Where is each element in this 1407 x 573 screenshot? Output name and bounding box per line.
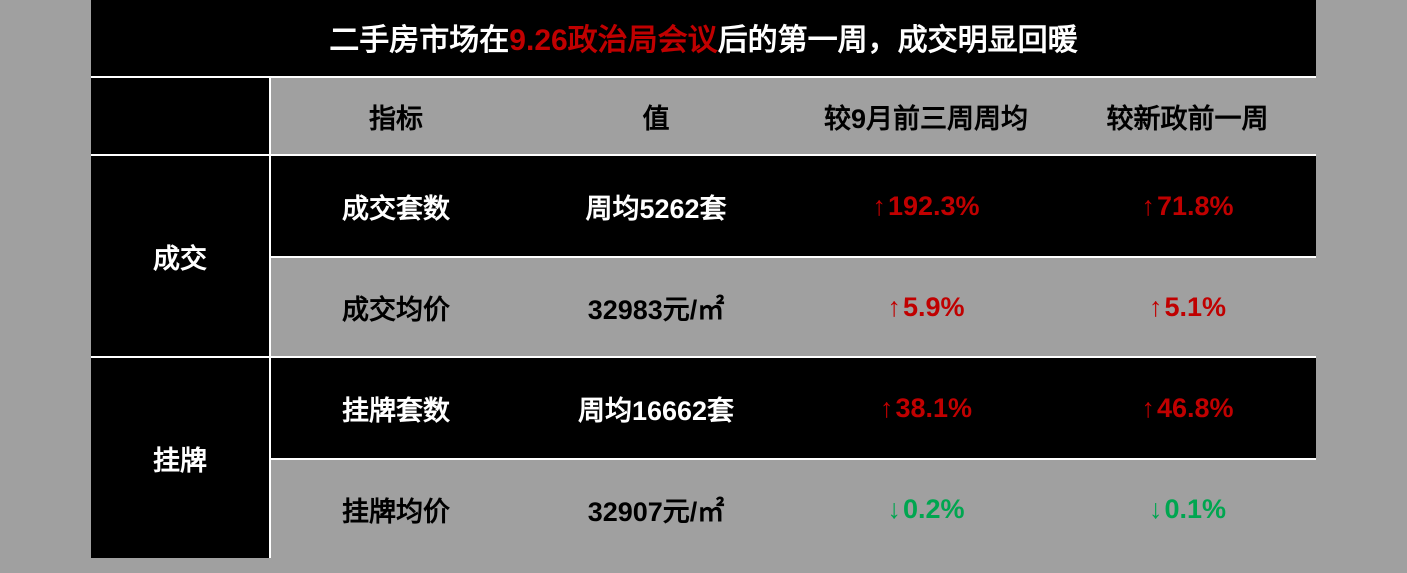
table-container: 二手房市场在 9.26政治局会议 后的第一周，成交明显回暖 指标 值 较9月前三…	[91, 0, 1316, 558]
arrow-down-icon: ↓	[887, 494, 901, 524]
group-body-transaction: 成交套数 周均5262套 ↑192.3% ↑71.8% 成交均价 32983元/…	[271, 156, 1316, 356]
cell-compare2: ↑71.8%	[1061, 191, 1314, 222]
percent-value: 5.1%	[1164, 292, 1226, 322]
title-prefix: 二手房市场在	[329, 15, 509, 59]
cell-value: 周均5262套	[521, 187, 791, 226]
cell-compare2: ↑46.8%	[1061, 393, 1314, 424]
cell-compare1: ↑192.3%	[791, 191, 1061, 222]
percent-value: 0.1%	[1164, 494, 1226, 524]
arrow-up-icon: ↑	[1149, 292, 1163, 322]
percent-value: 38.1%	[895, 393, 972, 423]
cell-compare2: ↑5.1%	[1061, 292, 1314, 323]
title-bar: 二手房市场在 9.26政治局会议 后的第一周，成交明显回暖	[91, 0, 1316, 78]
title-text: 二手房市场在 9.26政治局会议 后的第一周，成交明显回暖	[329, 15, 1077, 59]
arrow-up-icon: ↑	[880, 393, 894, 423]
header-lead-blank	[91, 78, 271, 154]
table-row: 成交均价 32983元/㎡ ↑5.9% ↑5.1%	[271, 256, 1316, 356]
percent-value: 5.9%	[903, 292, 965, 322]
group-listing: 挂牌 挂牌套数 周均16662套 ↑38.1% ↑46.8% 挂牌均价 3290…	[91, 358, 1316, 558]
cell-metric: 成交套数	[271, 187, 521, 226]
cell-metric: 挂牌套数	[271, 389, 521, 428]
arrow-up-icon: ↑	[887, 292, 901, 322]
header-metric: 指标	[271, 97, 521, 136]
table-row: 成交套数 周均5262套 ↑192.3% ↑71.8%	[271, 156, 1316, 256]
cell-compare1: ↑38.1%	[791, 393, 1061, 424]
arrow-down-icon: ↓	[1149, 494, 1163, 524]
group-transaction: 成交 成交套数 周均5262套 ↑192.3% ↑71.8% 成交均价 3298…	[91, 156, 1316, 358]
group-label-listing: 挂牌	[91, 358, 271, 558]
title-suffix: 后的第一周，成交明显回暖	[718, 15, 1078, 59]
arrow-up-icon: ↑	[872, 191, 886, 221]
cell-value: 周均16662套	[521, 389, 791, 428]
header-value: 值	[521, 97, 791, 136]
group-body-listing: 挂牌套数 周均16662套 ↑38.1% ↑46.8% 挂牌均价 32907元/…	[271, 358, 1316, 558]
group-label-transaction: 成交	[91, 156, 271, 356]
percent-value: 0.2%	[903, 494, 965, 524]
table-row: 挂牌套数 周均16662套 ↑38.1% ↑46.8%	[271, 358, 1316, 458]
header-compare1: 较9月前三周周均	[791, 97, 1061, 136]
percent-value: 71.8%	[1157, 191, 1234, 221]
cell-value: 32983元/㎡	[521, 288, 791, 327]
table-row: 挂牌均价 32907元/㎡ ↓0.2% ↓0.1%	[271, 458, 1316, 558]
cell-metric: 成交均价	[271, 288, 521, 327]
arrow-up-icon: ↑	[1141, 191, 1155, 221]
cell-compare2: ↓0.1%	[1061, 494, 1314, 525]
percent-value: 192.3%	[888, 191, 980, 221]
header-compare2: 较新政前一周	[1061, 97, 1314, 136]
cell-compare1: ↑5.9%	[791, 292, 1061, 323]
cell-compare1: ↓0.2%	[791, 494, 1061, 525]
cell-metric: 挂牌均价	[271, 490, 521, 529]
percent-value: 46.8%	[1157, 393, 1234, 423]
arrow-up-icon: ↑	[1141, 393, 1155, 423]
title-highlight: 9.26政治局会议	[509, 15, 717, 59]
header-row: 指标 值 较9月前三周周均 较新政前一周	[91, 78, 1316, 156]
cell-value: 32907元/㎡	[521, 490, 791, 529]
